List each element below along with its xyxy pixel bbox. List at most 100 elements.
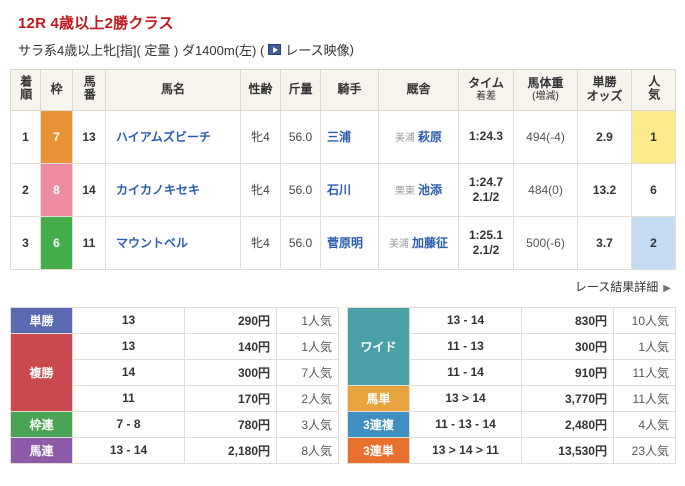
payout-popularity: 11人気: [613, 384, 676, 412]
cell-odds: 3.7: [577, 215, 632, 270]
stable-region: 栗東: [394, 186, 415, 198]
payout-row: 11 - 13 300円 1人気: [348, 332, 676, 360]
payout-row: 14 300円 7人気: [11, 358, 339, 386]
cell-rank: 1: [10, 109, 41, 164]
column-header-frame: 枠: [40, 69, 73, 111]
payout-combination: 13: [72, 306, 185, 334]
stable-name[interactable]: 萩原: [417, 130, 442, 145]
payout-popularity: 8人気: [276, 436, 339, 464]
payout-amount: 2,480円: [521, 410, 614, 438]
payout-row: 馬単 13 > 14 3,770円 11人気: [347, 384, 676, 412]
race-result-detail-link[interactable]: レース結果詳細 ▶: [10, 278, 675, 295]
payout-amount: 830円: [521, 306, 614, 334]
payout-type-header: 枠連: [10, 410, 73, 438]
column-header-jockey: 騎手: [320, 69, 379, 111]
payout-amount: 300円: [184, 358, 277, 386]
margin: 2.1/2: [472, 242, 500, 257]
stable-name[interactable]: 加藤征: [411, 236, 448, 251]
stable-name[interactable]: 池添: [417, 183, 442, 198]
payout-row: 馬連 13 - 14 2,180円 8人気: [10, 436, 339, 464]
cell-sex-age: 牝4: [240, 109, 281, 164]
column-header-body-weight: 馬体重 (増減): [513, 69, 578, 111]
cell-stable: 栗東 池添: [378, 162, 459, 217]
payout-amount: 140円: [184, 332, 277, 360]
column-header-stable: 厩舎: [378, 69, 459, 111]
race-conditions-suffix: ): [349, 42, 354, 57]
column-header-odds: 単勝 オッズ: [577, 69, 632, 111]
payout-type-header: 単勝: [10, 306, 73, 334]
cell-stable: 美浦 加藤征: [378, 215, 459, 270]
payout-combination: 14: [72, 358, 185, 386]
payout-table-right: ワイド 13 - 14 830円 10人気 11 - 13 300円 1人気 11 - 14 9…: [347, 306, 676, 464]
cell-jockey[interactable]: 菅原明: [320, 215, 379, 270]
table-row[interactable]: 2 8 14 カイカノキセキ 牝4 56.0 石川 栗東 池添 1:24.7 2.…: [10, 162, 676, 217]
play-video-icon[interactable]: [268, 44, 282, 55]
payout-type-header: 3連単: [347, 436, 410, 464]
cell-horse-name[interactable]: カイカノキセキ: [105, 162, 241, 217]
table-row[interactable]: 1 7 13 ハイアムズビーチ 牝4 56.0 三浦 美浦 萩原 1:24.3 4…: [10, 109, 676, 164]
payout-amount: 170円: [184, 384, 277, 412]
race-result-detail-label: レース結果詳細: [574, 279, 659, 294]
payout-popularity: 3人気: [276, 410, 339, 438]
cell-body-weight: 494(-4): [513, 109, 578, 164]
payout-row: 単勝 13 290円 1人気: [10, 306, 339, 334]
column-header-sex-age: 性齢: [240, 69, 281, 111]
payout-combination: 11: [72, 384, 185, 412]
payout-amount: 300円: [521, 332, 614, 360]
cell-jockey[interactable]: 三浦: [320, 109, 379, 164]
cell-horse-name[interactable]: ハイアムズビーチ: [105, 109, 241, 164]
cell-odds: 13.2: [577, 162, 632, 217]
payout-combination: 11 - 13 - 14: [409, 410, 522, 438]
column-header-time: タイム 着差: [458, 69, 514, 111]
payout-row: 枠連 7 - 8 780円 3人気: [10, 410, 339, 438]
payout-combination: 7 - 8: [72, 410, 185, 438]
column-header-horse-name: 馬名: [105, 69, 241, 111]
cell-rank: 2: [10, 162, 41, 217]
cell-popularity: 1: [631, 109, 676, 164]
race-video-link[interactable]: レース映像: [285, 43, 350, 58]
payouts-section: 単勝 13 290円 1人気 複勝 13 140円 1人気 14 300円 7人気 11 170円 2人気…: [10, 306, 676, 464]
cell-odds: 2.9: [577, 109, 632, 164]
payout-type-header: 3連複: [347, 410, 410, 438]
payout-combination: 13 > 14: [409, 384, 522, 412]
payout-type-header: ワイド: [347, 306, 410, 386]
cell-popularity: 2: [631, 215, 676, 270]
finish-time: 1:25.1: [468, 227, 504, 242]
payout-left-body: 単勝 13 290円 1人気 複勝 13 140円 1人気 14 300円 7人気 11 170円 2人気…: [10, 306, 339, 464]
cell-frame: 6: [40, 215, 73, 270]
cell-horse-number: 11: [72, 215, 106, 270]
cell-body-weight: 484(0): [513, 162, 578, 217]
payout-combination: 13 - 14: [409, 306, 522, 334]
cell-popularity: 6: [631, 162, 676, 217]
race-conditions-text: サラ系4歳以上牝[指]( 定量 ) ダ1400m(左) (: [18, 43, 265, 58]
payout-row: 11 - 14 910円 11人気: [348, 358, 676, 386]
finish-time: 1:24.7: [468, 174, 504, 189]
race-conditions: サラ系4歳以上牝[指]( 定量 ) ダ1400m(左) ( レース映像 ): [18, 40, 675, 59]
cell-horse-number: 13: [72, 109, 106, 164]
cell-jockey[interactable]: 石川: [320, 162, 379, 217]
cell-horse-name[interactable]: マウントベル: [105, 215, 241, 270]
cell-weight: 56.0: [280, 215, 321, 270]
cell-frame: 8: [40, 162, 73, 217]
payout-table-left: 単勝 13 290円 1人気 複勝 13 140円 1人気 14 300円 7人気 11 170円 2人気…: [10, 306, 339, 464]
frame-badge: 8: [41, 163, 72, 216]
payout-type-header: 馬単: [347, 384, 410, 412]
cell-time: 1:24.3: [458, 109, 514, 164]
payout-row: 11 170円 2人気: [11, 384, 339, 412]
cell-time: 1:25.1 2.1/2: [458, 215, 514, 270]
race-result-table: 着順 枠 馬番 馬名 性齢 斤量 騎手 厩舎 タイム 着差 馬体重 (増減) 単…: [10, 69, 676, 270]
payout-row: ワイド 13 - 14 830円 10人気: [347, 306, 676, 386]
payout-amount: 780円: [184, 410, 277, 438]
table-row[interactable]: 3 6 11 マウントベル 牝4 56.0 菅原明 美浦 加藤征 1:25.1 2…: [10, 215, 676, 270]
payout-row: 3連単 13 > 14 > 11 13,530円 23人気: [347, 436, 676, 464]
column-header-popularity: 人気: [631, 69, 676, 111]
table-body: 1 7 13 ハイアムズビーチ 牝4 56.0 三浦 美浦 萩原 1:24.3 4…: [10, 109, 676, 270]
finish-time: 1:24.3: [468, 129, 504, 144]
payout-type-header: 複勝: [10, 332, 73, 412]
stable-region: 美浦: [388, 239, 409, 251]
frame-badge: 7: [41, 110, 72, 163]
chevron-right-icon: ▶: [663, 282, 671, 294]
cell-sex-age: 牝4: [240, 162, 281, 217]
payout-popularity: 4人気: [613, 410, 676, 438]
